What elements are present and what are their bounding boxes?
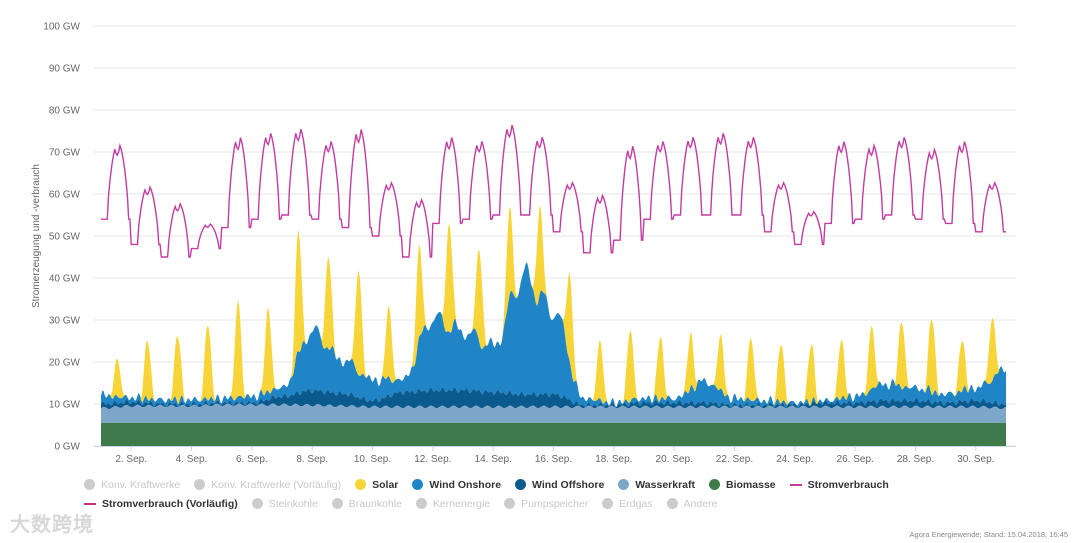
area-wind-onshore — [101, 262, 1006, 408]
y-tick-label: 70 GW — [49, 148, 81, 159]
legend-item-pumpspeicher[interactable]: Pumpspeicher — [504, 498, 588, 510]
legend-marker-icon — [84, 479, 95, 490]
legend-label: Steinkohle — [268, 497, 318, 510]
legend-item-braunkohle[interactable]: Braunkohle — [331, 497, 402, 510]
legend-label: Andere — [683, 497, 718, 510]
watermark-logo: 大数跨境 — [10, 508, 94, 537]
legend-marker-icon — [618, 479, 630, 490]
legend-label: Wasserkraft — [635, 478, 696, 491]
line-stromverbrauch — [101, 124, 1006, 258]
y-tick-label: 90 GW — [49, 64, 81, 75]
y-tick-label: 20 GW — [49, 358, 81, 369]
x-tick-label: 18. Sep. — [595, 454, 632, 465]
watermark-text: 大数跨境 — [10, 512, 94, 536]
x-tick-label: 6. Sep. — [236, 454, 268, 465]
legend-marker-icon — [504, 498, 516, 509]
x-tick-label: 26. Sep. — [837, 454, 874, 465]
legend-row-2: Stromverbrauch (Vorläufig) Steinkohle Brau… — [84, 494, 984, 513]
legend-item-konv-kraftwerke[interactable]: Konv. Kraftwerke — [84, 479, 180, 491]
source-credit: Agora Energiewende; Stand: 15.04.2018, 1… — [909, 530, 1068, 539]
legend-marker-icon — [84, 502, 96, 505]
legend-marker-icon — [355, 479, 367, 490]
legend-item-wind-offshore[interactable]: Wind Offshore — [515, 479, 604, 491]
x-tick-label: 16. Sep. — [535, 454, 572, 465]
legend-marker-icon — [331, 498, 343, 509]
stacked-areas — [101, 205, 1006, 446]
legend-marker-icon — [194, 479, 206, 490]
legend-label: Stromverbrauch (Vorläufig) — [102, 497, 238, 510]
legend-label: Kernenergie — [432, 497, 491, 510]
x-tick-label: 20. Sep. — [656, 454, 693, 465]
y-tick-label: 10 GW — [49, 400, 81, 411]
y-tick-label: 60 GW — [49, 190, 81, 201]
y-tick-label: 100 GW — [43, 22, 80, 33]
x-tick-label: 14. Sep. — [475, 454, 512, 465]
legend-item-wasserkraft[interactable]: Wasserkraft — [618, 479, 695, 491]
legend-label: Braunkohle — [348, 497, 402, 510]
legend-label: Erdgas — [619, 497, 653, 510]
legend-marker-icon — [602, 498, 614, 509]
x-tick-label: 8. Sep. — [296, 454, 328, 465]
x-tick-label: 28. Sep. — [897, 454, 934, 465]
y-tick-label: 40 GW — [49, 274, 81, 285]
legend-label: Biomasse — [726, 478, 776, 491]
legend-item-solar[interactable]: Solar — [355, 479, 398, 491]
legend: Konv. Kraftwerke Konv. Kraftwerke (Vorläu… — [84, 475, 984, 513]
legend-item-biomasse[interactable]: Biomasse — [709, 479, 776, 491]
x-tick-label: 4. Sep. — [176, 454, 208, 465]
legend-marker-icon — [515, 479, 527, 490]
y-tick-label: 50 GW — [49, 232, 81, 243]
legend-marker-icon — [415, 498, 427, 509]
x-tick-label: 24. Sep. — [776, 454, 813, 465]
y-tick-label: 0 GW — [54, 442, 80, 453]
legend-marker-icon — [789, 483, 802, 486]
legend-item-erdgas[interactable]: Erdgas — [602, 497, 653, 510]
legend-label: Konv. Kraftwerke (Vorläufig) — [211, 478, 342, 491]
x-tick-label: 12. Sep. — [414, 454, 451, 465]
area-wind-offshore — [101, 387, 1006, 410]
x-tick-label: 2. Sep. — [115, 454, 147, 465]
area-biomasse — [101, 422, 1006, 446]
legend-item-wind-onshore[interactable]: Wind Onshore — [412, 479, 501, 491]
legend-label: Konv. Kraftwerke — [101, 478, 181, 491]
legend-marker-icon — [666, 498, 678, 509]
legend-item-konv-kraftwerke-vorläufig[interactable]: Konv. Kraftwerke (Vorläufig) — [194, 479, 341, 491]
x-tick-label: 30. Sep. — [957, 454, 994, 465]
legend-item-stromverbrauch-vorläufig[interactable]: Stromverbrauch (Vorläufig) — [84, 498, 238, 510]
legend-label: Stromverbrauch — [807, 478, 889, 491]
legend-label: Wind Offshore — [532, 478, 605, 491]
x-axis: 2. Sep. 4. Sep. 6. Sep. 8. Sep. 10. Sep. 12. … — [115, 446, 994, 465]
legend-item-steinkohle[interactable]: Steinkohle — [251, 497, 318, 510]
y-tick-label: 30 GW — [49, 316, 81, 327]
legend-label: Solar — [372, 478, 399, 491]
legend-item-andere[interactable]: Andere — [666, 497, 718, 510]
consumption-line — [101, 124, 1006, 258]
y-axis-label: Stromerzeugung und -verbrauch — [31, 164, 42, 308]
legend-marker-icon — [251, 498, 263, 509]
legend-marker-icon — [412, 479, 424, 490]
x-tick-label: 10. Sep. — [354, 454, 391, 465]
x-tick-label: 22. Sep. — [716, 454, 753, 465]
legend-item-stromverbrauch[interactable]: Stromverbrauch — [789, 478, 889, 491]
legend-item-kernenergie[interactable]: Kernenergie — [415, 497, 491, 510]
area-solar — [101, 205, 1006, 408]
legend-marker-icon — [709, 479, 721, 490]
chart-canvas: 0 GW 10 GW 20 GW 30 GW 40 GW 50 GW 60 GW 70 GW 8… — [31, 22, 1016, 465]
area-wasserkraft — [101, 403, 1006, 423]
y-tick-label: 80 GW — [49, 106, 81, 117]
y-axis: 0 GW 10 GW 20 GW 30 GW 40 GW 50 GW 60 GW 70 GW 8… — [43, 22, 80, 453]
legend-label: Wind Onshore — [429, 478, 502, 491]
legend-row-1: Konv. Kraftwerke Konv. Kraftwerke (Vorläu… — [84, 475, 984, 494]
legend-label: Pumpspeicher — [521, 497, 589, 510]
